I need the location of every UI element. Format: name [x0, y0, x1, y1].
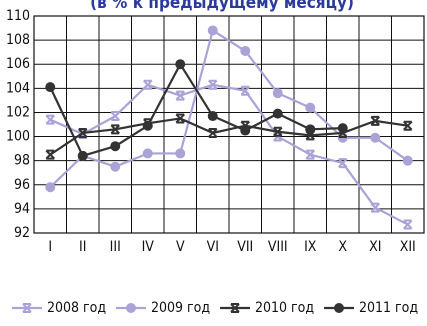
x-tick-label: III — [110, 239, 121, 255]
data-point — [175, 148, 186, 159]
x-tick-label: VI — [207, 239, 219, 255]
data-point — [110, 161, 121, 172]
data-point — [110, 111, 120, 122]
data-point — [207, 111, 218, 122]
y-tick-label: 92 — [14, 225, 30, 241]
data-point — [338, 158, 348, 169]
data-point — [110, 124, 120, 135]
data-point — [175, 113, 185, 124]
x-tick-label: V — [176, 239, 185, 255]
data-point — [402, 155, 413, 166]
y-tick-label: 94 — [14, 201, 30, 217]
x-tick-label: IV — [142, 239, 155, 255]
data-point — [305, 102, 316, 113]
legend-label: 2010 год — [255, 300, 314, 316]
series-line — [49, 117, 408, 156]
data-point — [272, 108, 283, 119]
legend-label: 2011 год — [359, 300, 418, 316]
data-point — [142, 148, 153, 159]
y-tick-label: 104 — [6, 80, 30, 96]
data-point — [305, 149, 315, 160]
data-point — [77, 150, 88, 161]
x-tick-label: XI — [369, 239, 381, 255]
series-line — [49, 83, 409, 226]
plot-frame — [33, 15, 425, 234]
chart-title: (в % к предыдущему месяцу) — [90, 0, 354, 13]
data-point — [272, 88, 283, 99]
data-point — [78, 127, 88, 138]
y-tick-label: 100 — [6, 129, 30, 145]
data-point — [208, 127, 218, 138]
data-point — [175, 90, 185, 101]
data-point — [45, 82, 56, 93]
x-tick-label: I — [48, 239, 52, 255]
legend-marker — [22, 303, 32, 313]
y-tick-label: 106 — [6, 56, 30, 72]
x-tick-label: VIII — [268, 239, 288, 255]
data-point — [207, 25, 218, 36]
data-point — [208, 79, 218, 90]
data-point — [403, 219, 413, 230]
data-point — [370, 115, 380, 126]
data-point — [143, 79, 153, 90]
x-tick-label: IX — [304, 239, 317, 255]
legend-marker — [230, 303, 240, 313]
y-tick-label: 108 — [6, 32, 30, 48]
data-point — [175, 59, 186, 70]
data-point — [370, 202, 380, 213]
x-tick-label: II — [79, 239, 86, 255]
legend-label: 2008 год — [47, 300, 106, 316]
series-line — [49, 28, 409, 188]
data-point — [240, 45, 251, 56]
data-point — [45, 149, 55, 160]
legend-marker — [334, 303, 344, 313]
y-tick-label: 98 — [14, 153, 30, 169]
legend-label: 2009 год — [151, 300, 210, 316]
y-tick-label: 102 — [6, 104, 30, 120]
x-tick-label: X — [338, 239, 347, 255]
data-point — [45, 182, 56, 193]
data-point — [337, 123, 348, 134]
legend-marker — [126, 303, 136, 313]
x-tick-label: XII — [400, 239, 416, 255]
x-tick-label: VII — [237, 239, 253, 255]
y-tick-label: 96 — [14, 177, 30, 193]
data-point — [142, 120, 153, 131]
data-point — [370, 132, 381, 143]
data-point — [110, 141, 121, 152]
data-point — [305, 124, 316, 135]
data-point — [240, 125, 251, 136]
data-point — [305, 130, 315, 141]
data-point — [45, 114, 55, 125]
data-point — [273, 126, 283, 137]
data-point — [240, 85, 250, 96]
series-line — [49, 62, 343, 158]
data-point — [403, 120, 413, 131]
y-tick-label: 110 — [6, 8, 30, 24]
